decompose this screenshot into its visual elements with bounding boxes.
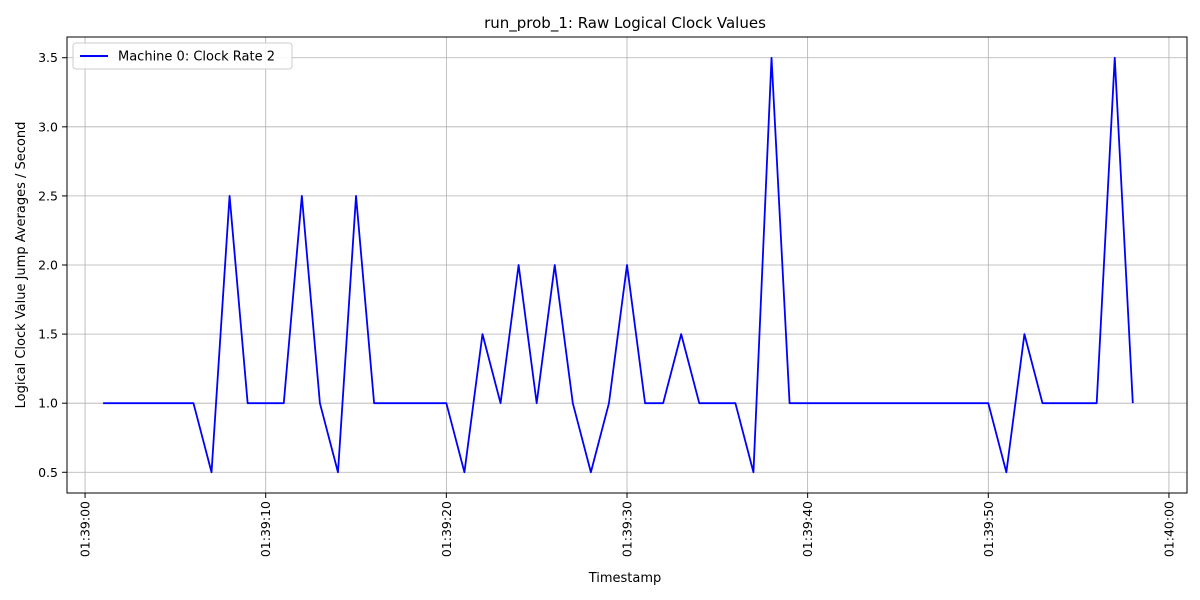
x-tick-label: 01:39:00 bbox=[78, 501, 93, 557]
y-axis-label: Logical Clock Value Jump Averages / Seco… bbox=[14, 122, 29, 409]
y-tick-label: 1.5 bbox=[38, 327, 58, 342]
y-tick-label: 2.5 bbox=[38, 188, 58, 203]
axis-ticks: 01:39:00 01:39:10 01:39:20 01:39:30 01:39:40… bbox=[38, 50, 1176, 557]
y-tick-label: 2.0 bbox=[38, 258, 58, 273]
plot-area bbox=[103, 56, 1134, 474]
series-line bbox=[103, 56, 1134, 474]
y-tick-label: 3.5 bbox=[38, 50, 58, 65]
x-tick-label: 01:39:40 bbox=[800, 501, 815, 557]
y-tick-label: 3.0 bbox=[38, 119, 58, 134]
y-tick-label: 1.0 bbox=[38, 396, 58, 411]
x-tick-label: 01:40:00 bbox=[1161, 501, 1176, 557]
legend: Machine 0: Clock Rate 2 bbox=[72, 42, 293, 70]
x-tick-label: 01:39:20 bbox=[439, 501, 454, 557]
x-axis-label: Timestamp bbox=[588, 571, 662, 586]
chart-title: run_prob_1: Raw Logical Clock Values bbox=[484, 14, 766, 33]
x-tick-label: 01:39:10 bbox=[258, 501, 273, 557]
y-tick-label: 0.5 bbox=[38, 465, 58, 480]
x-tick-label: 01:39:30 bbox=[620, 501, 635, 557]
legend-label: Machine 0: Clock Rate 2 bbox=[118, 50, 275, 65]
x-tick-label: 01:39:50 bbox=[981, 501, 996, 557]
legend-box bbox=[72, 42, 293, 70]
